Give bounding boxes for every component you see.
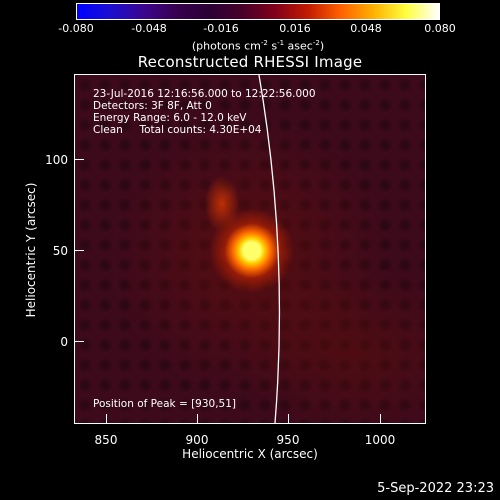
- rhessi-image: [75, 75, 425, 423]
- colorbar-tick-label: -0.016: [203, 22, 239, 35]
- colorbar-tick-label: -0.080: [58, 22, 94, 35]
- y-tick-label: 100: [45, 153, 68, 167]
- time-range-text: 23-Jul-2016 12:16:56.000 to 12:22:56.000: [93, 88, 316, 100]
- x-tick-mark: [106, 414, 107, 424]
- detectors-text: Detectors: 3F 8F, Att 0: [93, 100, 212, 112]
- x-tick-label: 950: [276, 433, 300, 447]
- x-tick-label: 900: [185, 433, 209, 447]
- colorbar-tick-label: 0.016: [279, 22, 311, 35]
- y-tick-label: 0: [60, 335, 68, 349]
- image-title: Reconstructed RHESSI Image: [137, 53, 363, 71]
- energy-range-text: Energy Range: 6.0 - 12.0 keV: [93, 112, 247, 124]
- peak-position-text: Position of Peak = [930,51]: [93, 398, 237, 410]
- clean-counts-text: Clean Total counts: 4.30E+04: [93, 124, 262, 136]
- x-tick-label: 1000: [364, 433, 396, 447]
- solar-limb: [258, 75, 281, 423]
- y-tick-mark: [74, 250, 84, 251]
- y-tick-mark: [74, 341, 84, 342]
- x-axis-label: Heliocentric X (arcsec): [182, 447, 318, 461]
- y-tick-label: 50: [52, 244, 68, 258]
- x-tick-label: 850: [94, 433, 118, 447]
- colorbar-tick-label: 0.080: [424, 22, 456, 35]
- y-axis-label: Heliocentric Y (arcsec): [24, 182, 38, 318]
- colorbar-tick-label: 0.048: [350, 22, 382, 35]
- colorbar-tick-label: -0.048: [131, 22, 167, 35]
- x-tick-mark: [288, 414, 289, 424]
- plot-datestamp: 5-Sep-2022 23:23: [377, 481, 494, 496]
- x-tick-mark: [197, 414, 198, 424]
- y-tick-mark: [74, 159, 84, 160]
- colorbar: [76, 3, 440, 20]
- colorbar-unit-label: (photons cm-2 s-1 asec-2): [191, 39, 325, 53]
- plot-area: 23-Jul-2016 12:16:56.000 to 12:22:56.000…: [74, 74, 426, 424]
- x-tick-mark: [380, 414, 381, 424]
